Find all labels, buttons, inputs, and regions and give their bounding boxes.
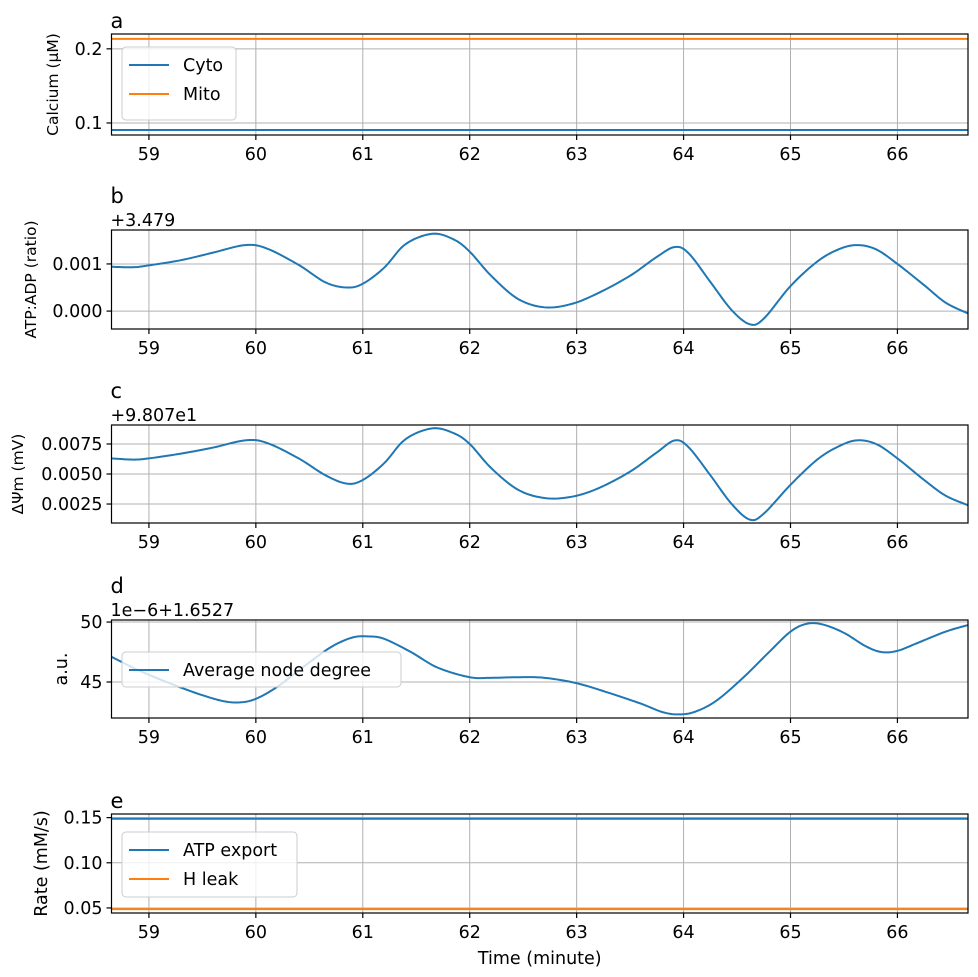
x-tick-label: 59: [138, 145, 160, 165]
x-tick-label: 64: [672, 533, 694, 553]
legend-label: H leak: [183, 870, 239, 890]
x-tick-label: 61: [352, 145, 374, 165]
x-tick-label: 62: [459, 339, 481, 359]
y-tick-label: 0.05: [64, 899, 103, 919]
x-tick-label: 60: [245, 923, 267, 943]
x-tick-label: 61: [352, 533, 374, 553]
x-tick-label: 63: [565, 533, 587, 553]
y-axis-label: Rate (mM/s): [32, 810, 52, 917]
x-tick-label: 64: [672, 339, 694, 359]
x-tick-label: 65: [779, 339, 801, 359]
y-tick-label: 0.1: [75, 114, 103, 134]
x-tick-label: 65: [779, 728, 801, 748]
y-tick-label: 0.0025: [41, 495, 102, 515]
y-tick-label: 50: [80, 613, 102, 633]
series-line-average-node-degree: [111, 622, 968, 716]
y-tick-label: 0.10: [64, 854, 103, 874]
series-line-m: [111, 427, 968, 522]
y-tick-label: 0.15: [64, 809, 103, 829]
x-tick-label: 64: [672, 728, 694, 748]
panel-title: b: [111, 184, 124, 208]
axis-offset-label: +9.807e1: [111, 406, 198, 426]
x-tick-label: 59: [138, 339, 160, 359]
x-tick-label: 62: [459, 533, 481, 553]
legend-box: [121, 651, 402, 688]
legend-label: Average node degree: [183, 661, 371, 681]
x-tick-label: 60: [245, 339, 267, 359]
y-axis-label: a.u.: [52, 653, 72, 686]
legend: ATP export H leak: [121, 831, 298, 898]
x-tick-label: 65: [779, 923, 801, 943]
legend: Average node degree: [121, 651, 402, 688]
panel-c: 59 60 61 62 63 64 65 66 0.0025 0.0050 0.0075 c +9.80…: [9, 379, 969, 553]
x-tick-label: 63: [565, 728, 587, 748]
legend-box: [121, 831, 298, 898]
x-tick-label: 60: [245, 728, 267, 748]
x-tick-label: 61: [352, 728, 374, 748]
x-tick-label: 65: [779, 533, 801, 553]
panel-title: c: [111, 379, 123, 403]
legend: Cyto Mito: [121, 46, 237, 121]
y-axis-label: ATP:ADP (ratio): [22, 220, 40, 338]
panel-b: 59 60 61 62 63 64 65 66 0.000 0.001 b +3.479 ATP:ADP…: [22, 184, 969, 359]
y-tick-label: 0.001: [52, 255, 102, 275]
axes-frame: [110, 33, 969, 136]
y-tick-label: 0.0050: [41, 465, 102, 485]
x-tick-label: 59: [138, 728, 160, 748]
y-axis-label: Calcium (μM): [44, 33, 62, 136]
x-tick-label: 64: [672, 145, 694, 165]
x-tick-label: 66: [886, 145, 908, 165]
legend-label: Mito: [183, 85, 221, 105]
y-axis-label: ΔΨm (mV): [9, 434, 27, 515]
x-tick-label: 59: [138, 923, 160, 943]
legend-label: ATP export: [183, 841, 277, 861]
panel-title: d: [111, 574, 124, 598]
x-tick-label: 62: [459, 923, 481, 943]
x-tick-label: 66: [886, 533, 908, 553]
axes-frame: [110, 229, 969, 330]
axes-frame: [110, 813, 969, 914]
x-tick-label: 65: [779, 145, 801, 165]
y-tick-label: 0.000: [52, 302, 102, 322]
panel-title: e: [111, 789, 124, 813]
panel-e: 59 60 61 62 63 64 65 66 0.05 0.10 0.15 e Rate (mM/s)…: [32, 789, 969, 969]
x-tick-label: 60: [245, 145, 267, 165]
x-tick-label: 62: [459, 728, 481, 748]
x-tick-label: 61: [352, 923, 374, 943]
y-tick-label: 0.0075: [41, 435, 102, 455]
x-tick-label: 64: [672, 923, 694, 943]
y-tick-label: 45: [80, 673, 102, 693]
x-tick-label: 61: [352, 339, 374, 359]
x-axis-label: Time (minute): [477, 949, 602, 969]
y-tick-label: 0.2: [75, 40, 103, 60]
x-tick-label: 62: [459, 145, 481, 165]
x-tick-label: 66: [886, 728, 908, 748]
x-tick-label: 63: [565, 923, 587, 943]
axis-offset-label: 1e−6+1.6527: [111, 601, 235, 621]
axes-frame: [110, 619, 969, 719]
panel-d: 59 60 61 62 63 64 65 66 45 50 d 1e−6+1.6527 a.u. Aver…: [52, 574, 969, 748]
x-tick-label: 63: [565, 145, 587, 165]
x-tick-label: 66: [886, 339, 908, 359]
legend-label: Cyto: [183, 56, 223, 76]
panel-a: 59 60 61 62 63 64 65 66 0.1 0.2 a Calcium (μM) Cyto M…: [44, 9, 969, 165]
panel-title: a: [111, 9, 124, 33]
x-tick-label: 60: [245, 533, 267, 553]
x-tick-label: 63: [565, 339, 587, 359]
x-tick-label: 66: [886, 923, 908, 943]
x-tick-label: 59: [138, 533, 160, 553]
axis-offset-label: +3.479: [111, 211, 176, 231]
series-line-atp-adp: [111, 232, 968, 326]
